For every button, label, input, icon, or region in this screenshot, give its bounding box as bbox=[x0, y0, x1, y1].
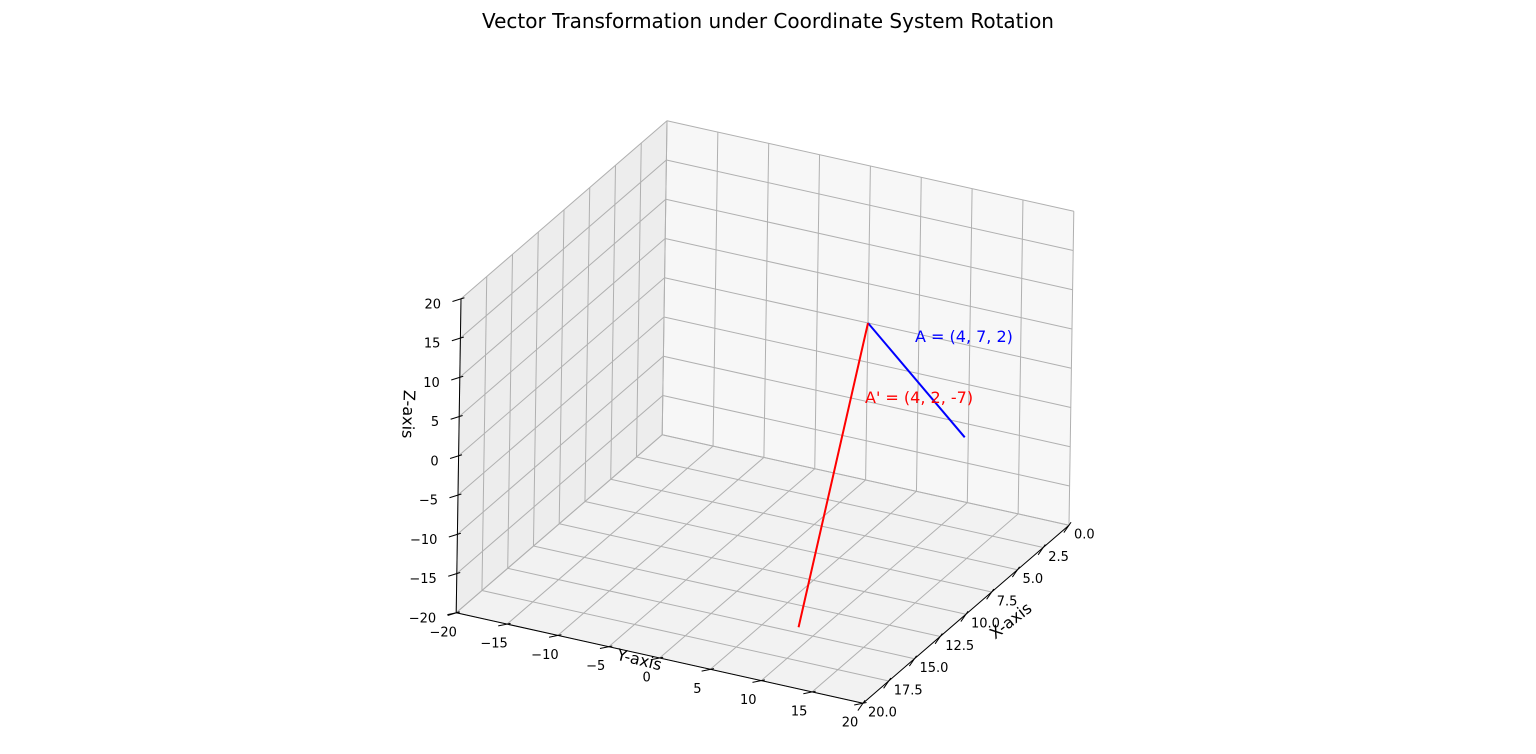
y-axis-tick bbox=[854, 701, 867, 706]
grid-line bbox=[662, 434, 1070, 526]
z-axis-tick-label: 20 bbox=[424, 297, 441, 312]
x-axis-tick-label: 15.0 bbox=[920, 661, 949, 676]
grid-line bbox=[608, 468, 816, 648]
grid-line bbox=[460, 120, 668, 300]
grid-line bbox=[456, 395, 664, 574]
z-axis-tick bbox=[449, 493, 462, 499]
z-axis-tick-label: 10 bbox=[423, 376, 440, 391]
z-axis-tick-label: 0 bbox=[430, 454, 438, 469]
vector-label-a-prime: A' = (4, 2, -7) bbox=[865, 388, 973, 407]
x-axis-tick bbox=[1011, 566, 1020, 578]
grid-line bbox=[665, 198, 1073, 291]
y-axis-tick-label: −15 bbox=[480, 637, 507, 652]
grid-line bbox=[663, 316, 1071, 408]
y-axis-tick-label: −10 bbox=[531, 648, 558, 663]
z-axis-tick-label: −20 bbox=[409, 611, 436, 626]
vector-label-a: A = (4, 7, 2) bbox=[915, 327, 1013, 346]
y-axis-tick bbox=[498, 622, 511, 627]
grid-line bbox=[662, 395, 1070, 487]
z-axis-tick bbox=[450, 414, 463, 420]
y-axis-tick-label: 5 bbox=[693, 682, 701, 697]
y-axis-tick bbox=[599, 645, 613, 649]
y-axis-tick bbox=[803, 690, 816, 695]
x-axis-tick-label: 10.0 bbox=[971, 617, 1000, 632]
x-axis-tick bbox=[883, 677, 892, 689]
z-axis-tick-label: −15 bbox=[409, 572, 436, 587]
grid-line bbox=[710, 490, 917, 670]
grid-line bbox=[460, 159, 667, 339]
z-axis-tick-label: −5 bbox=[419, 494, 438, 509]
z-axis-tick-label: −10 bbox=[410, 533, 437, 548]
x-axis-tick bbox=[1063, 521, 1072, 533]
chart-title: Vector Transformation under Coordinate S… bbox=[482, 9, 1054, 33]
grid-line bbox=[659, 479, 866, 659]
x-axis-tick bbox=[857, 699, 866, 711]
x-axis-tick-label: 0.0 bbox=[1074, 528, 1095, 543]
grid-line bbox=[663, 355, 1071, 448]
grid-line bbox=[666, 120, 1074, 212]
z-axis-tick bbox=[452, 297, 465, 302]
y-axis-tick-label: −5 bbox=[586, 659, 605, 674]
y-axis-tick-label: 10 bbox=[740, 693, 757, 708]
grid-line bbox=[457, 355, 664, 535]
y-axis-tick bbox=[650, 656, 664, 661]
z-axis-tick-label: 5 bbox=[431, 415, 439, 430]
x-axis-tick-label: 2.5 bbox=[1048, 550, 1069, 565]
grid-line bbox=[557, 457, 765, 636]
grid-line bbox=[811, 513, 1019, 693]
grid-line bbox=[760, 502, 968, 681]
y-axis-tick-label: 15 bbox=[791, 704, 808, 719]
grid-line bbox=[666, 159, 1074, 251]
y-axis-tick-label: 20 bbox=[842, 716, 859, 731]
vector-series bbox=[797, 322, 966, 628]
x-axis-tick-label: 7.5 bbox=[997, 594, 1018, 609]
grid-line bbox=[506, 445, 714, 625]
grid-line bbox=[459, 198, 667, 378]
grid-line bbox=[458, 238, 666, 417]
z-axis-tick bbox=[451, 336, 464, 342]
grid-line bbox=[457, 316, 665, 496]
y-axis-tick-label: 0 bbox=[642, 671, 650, 686]
z-axis-tick bbox=[449, 454, 463, 459]
x-axis-tick-label: 20.0 bbox=[868, 706, 897, 721]
z-axis-label: Z-axis bbox=[398, 390, 419, 439]
y-axis-tick-label: −20 bbox=[429, 625, 456, 640]
x-axis-tick bbox=[908, 655, 917, 667]
grid-line bbox=[665, 238, 1073, 330]
grid-line bbox=[458, 277, 665, 457]
x-axis-tick bbox=[960, 610, 969, 622]
z-axis-tick bbox=[451, 375, 464, 381]
vector-line-a bbox=[867, 322, 966, 438]
z-axis-tick bbox=[447, 611, 460, 616]
x-axis-tick bbox=[986, 588, 995, 600]
x-axis-tick bbox=[934, 633, 943, 645]
z-axis-tick bbox=[448, 571, 461, 577]
vector-line-a-prime bbox=[797, 322, 869, 628]
vector-labels: A = (4, 7, 2) A' = (4, 2, -7) bbox=[865, 327, 1013, 407]
grid-line bbox=[455, 434, 663, 614]
z-axis-tick-label: 15 bbox=[424, 337, 441, 352]
axis-ticks: 0.0 2.5 5.0 7.5 10.0 12.5 15.0 17.5 20.0 −20 −15 −1… bbox=[409, 297, 1095, 731]
x-axis-tick-label: 5.0 bbox=[1023, 572, 1044, 587]
y-axis-tick bbox=[701, 668, 715, 672]
x-axis-tick bbox=[1037, 544, 1046, 556]
x-axis-tick-label: 17.5 bbox=[894, 683, 923, 698]
y-axis-tick bbox=[548, 634, 562, 638]
y-axis-tick bbox=[752, 679, 765, 683]
z-axis-tick bbox=[448, 532, 461, 538]
x-axis-tick-label: 12.5 bbox=[945, 639, 974, 654]
